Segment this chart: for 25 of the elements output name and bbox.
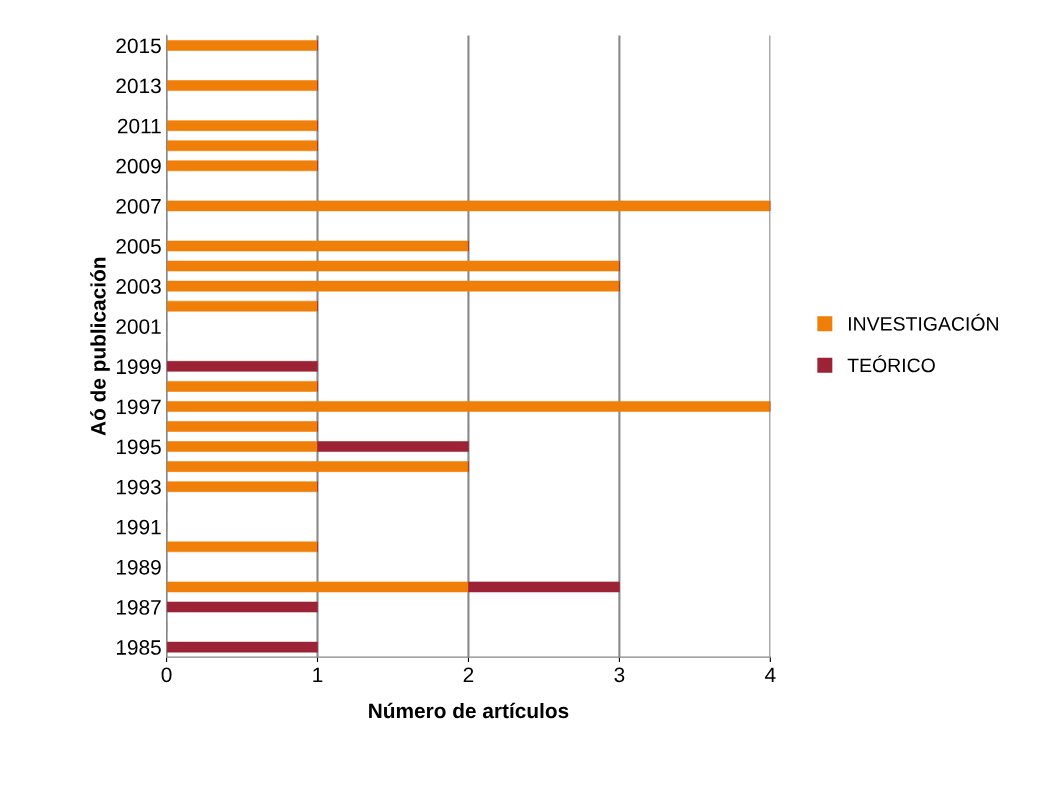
y-tick-label: 2009	[116, 158, 161, 174]
legend-label: TEÓRICO	[847, 355, 935, 373]
y-tick-label: 1999	[116, 359, 161, 375]
x-tick-label: 4	[765, 667, 776, 682]
x-axis-title: Número de artículos	[369, 702, 569, 719]
y-axis-title: Aó de publicación	[90, 257, 110, 436]
y-tick-label: 1995	[116, 439, 161, 455]
legend-label: INVESTIGACIÓN	[848, 313, 998, 331]
y-tick-label: 1985	[116, 640, 161, 655]
x-tick-label: 0	[161, 667, 172, 683]
y-tick-label: 2003	[116, 279, 161, 294]
y-tick-label: 1993	[116, 479, 161, 495]
y-tick-label: 2015	[116, 38, 161, 54]
y-tick-label: 1987	[116, 600, 161, 615]
y-tick-label: 1997	[116, 399, 161, 415]
y-tick-label: 1989	[116, 559, 161, 575]
y-tick-label: 2011	[117, 118, 161, 134]
y-tick-label: 1991	[116, 519, 161, 535]
y-tick-label: 2013	[116, 78, 161, 94]
x-tick-label: 1	[313, 667, 323, 682]
y-tick-label: 2007	[116, 198, 161, 214]
y-tick-label: 2001	[116, 319, 161, 334]
x-tick-label: 2	[463, 667, 474, 682]
y-tick-label: 2005	[116, 239, 161, 254]
x-tick-label: 3	[614, 667, 625, 683]
